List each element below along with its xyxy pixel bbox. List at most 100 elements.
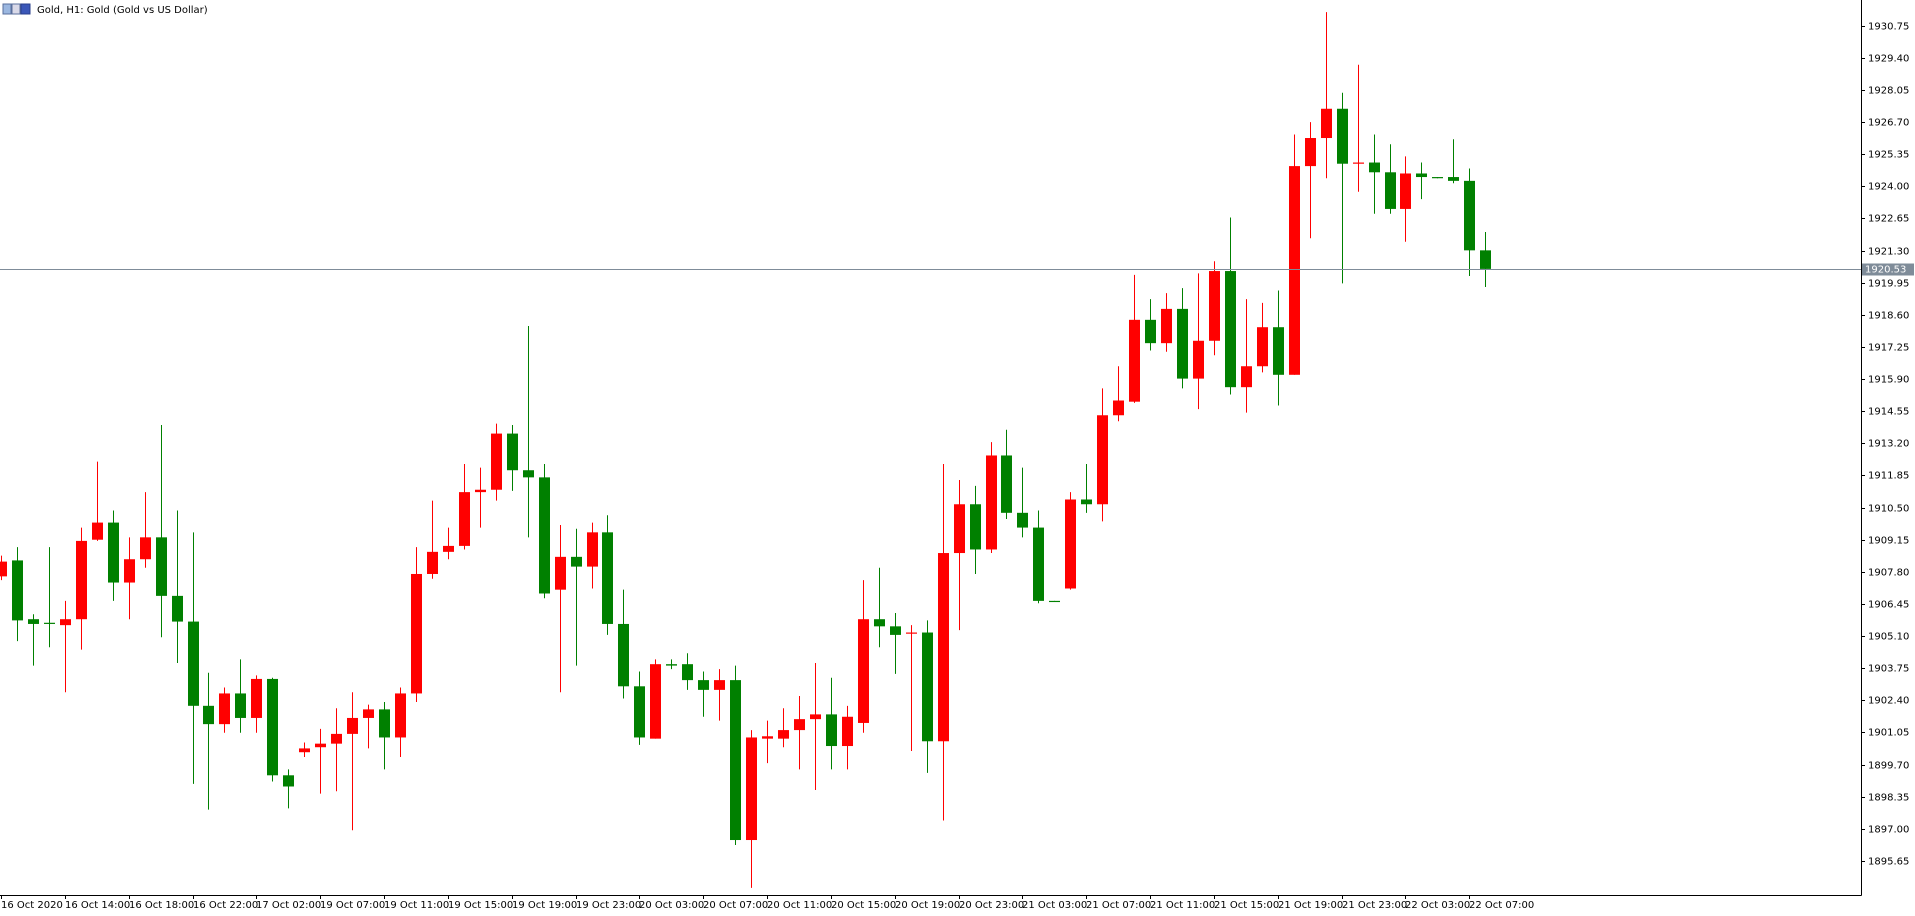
candle-body: [1257, 327, 1268, 367]
candle-body: [539, 477, 550, 594]
x-tick-label: 16 Oct 22:00: [193, 900, 258, 911]
candle-body: [1400, 173, 1411, 209]
y-tick-label: 1902.40: [1868, 696, 1909, 707]
candle-body: [954, 504, 965, 554]
x-tick-label: 16 Oct 14:00: [65, 900, 130, 911]
candle-body: [283, 775, 294, 787]
y-tick-label: 1903.75: [1868, 664, 1909, 675]
candle-body: [363, 709, 374, 718]
x-tick-label: 16 Oct 2020: [1, 900, 63, 911]
candle-body: [682, 664, 693, 681]
candle-body: [778, 730, 789, 739]
candle-body: [203, 705, 214, 725]
x-tick-label: 21 Oct 19:00: [1278, 900, 1343, 911]
candle-body: [188, 621, 199, 706]
x-tick-label: 19 Oct 07:00: [320, 900, 385, 911]
x-tick-label: 20 Oct 03:00: [639, 900, 704, 911]
candle-body: [1209, 271, 1220, 341]
y-tick-label: 1919.95: [1868, 279, 1909, 290]
x-tick-label: 20 Oct 19:00: [895, 900, 960, 911]
candle-body: [443, 545, 454, 552]
x-tick-label: 22 Oct 03:00: [1405, 900, 1470, 911]
y-tick-label: 1915.90: [1868, 375, 1909, 386]
candle-body: [379, 709, 390, 738]
candle-body: [347, 717, 358, 734]
candle-body: [507, 433, 518, 471]
candle-body: [1177, 308, 1188, 379]
current-price-box: [1862, 263, 1914, 276]
candle-body: [571, 556, 582, 567]
candle-body: [92, 522, 103, 540]
candle-body: [0, 561, 7, 577]
candle-body: [219, 693, 230, 725]
candle-body: [874, 619, 885, 627]
candle-body: [1033, 527, 1044, 601]
y-tick-label: 1922.65: [1868, 214, 1909, 225]
candle-body: [1225, 271, 1236, 388]
candle-body: [1416, 173, 1427, 178]
candle-body: [698, 680, 709, 690]
chart-title: Gold, H1: Gold (Gold vs US Dollar): [37, 5, 208, 16]
candle-body: [602, 532, 613, 624]
candle-body: [1097, 415, 1108, 505]
candle-body: [44, 622, 55, 624]
candle-body: [555, 556, 566, 590]
candle-body: [1273, 327, 1284, 375]
candle-body: [411, 573, 422, 694]
y-tick-label: 1909.15: [1868, 536, 1909, 547]
candle-body: [12, 560, 23, 621]
candle-body: [1081, 499, 1092, 505]
candle-body: [1289, 166, 1300, 375]
candle-body: [794, 719, 805, 731]
candle-body: [1129, 319, 1140, 402]
candle-body: [1464, 180, 1475, 251]
candle-body: [762, 736, 773, 739]
candle-body: [1305, 138, 1316, 167]
candle-body: [315, 743, 326, 748]
y-tick-label: 1895.65: [1868, 857, 1909, 868]
current-price-label: 1920.53: [1865, 265, 1906, 276]
candle-body: [427, 551, 438, 574]
candle-body: [172, 595, 183, 622]
candle-body: [1145, 319, 1156, 344]
candle-body: [634, 686, 645, 738]
candle-body: [267, 678, 278, 776]
candle-body: [475, 489, 486, 493]
candle-body: [1321, 108, 1332, 139]
candle-body: [826, 714, 837, 747]
candle-body: [331, 733, 342, 744]
y-tick-label: 1917.25: [1868, 343, 1909, 354]
y-tick-label: 1907.80: [1868, 568, 1909, 579]
candle-body: [1369, 162, 1380, 173]
y-tick-label: 1901.05: [1868, 728, 1909, 739]
x-tick-label: 16 Oct 18:00: [129, 900, 194, 911]
x-tick-label: 19 Oct 23:00: [576, 900, 641, 911]
x-tick-label: 22 Oct 07:00: [1469, 900, 1534, 911]
candle-body: [1385, 172, 1396, 209]
candle-body: [1480, 250, 1491, 269]
y-tick-label: 1905.10: [1868, 632, 1909, 643]
x-tick-label: 21 Oct 11:00: [1150, 900, 1215, 911]
candle-body: [60, 619, 71, 626]
y-tick-label: 1925.35: [1868, 150, 1909, 161]
x-tick-label: 19 Oct 11:00: [384, 900, 449, 911]
y-tick-label: 1930.75: [1868, 22, 1909, 33]
candle-body: [251, 678, 262, 718]
candle-body: [970, 504, 981, 550]
candle-body: [730, 680, 741, 841]
y-tick-label: 1899.70: [1868, 761, 1909, 772]
candle-body: [650, 664, 661, 739]
y-tick-label: 1913.20: [1868, 439, 1909, 450]
candle-body: [1017, 512, 1028, 528]
y-tick-label: 1911.85: [1868, 471, 1909, 482]
candle-body: [108, 522, 119, 583]
y-tick-label: 1928.05: [1868, 86, 1909, 97]
candle-body: [235, 693, 246, 718]
candle-body: [124, 559, 135, 583]
y-tick-label: 1929.40: [1868, 54, 1909, 65]
candle-body: [459, 492, 470, 546]
candle-body: [842, 716, 853, 747]
x-tick-label: 20 Oct 15:00: [831, 900, 896, 911]
y-tick-label: 1897.00: [1868, 825, 1909, 836]
